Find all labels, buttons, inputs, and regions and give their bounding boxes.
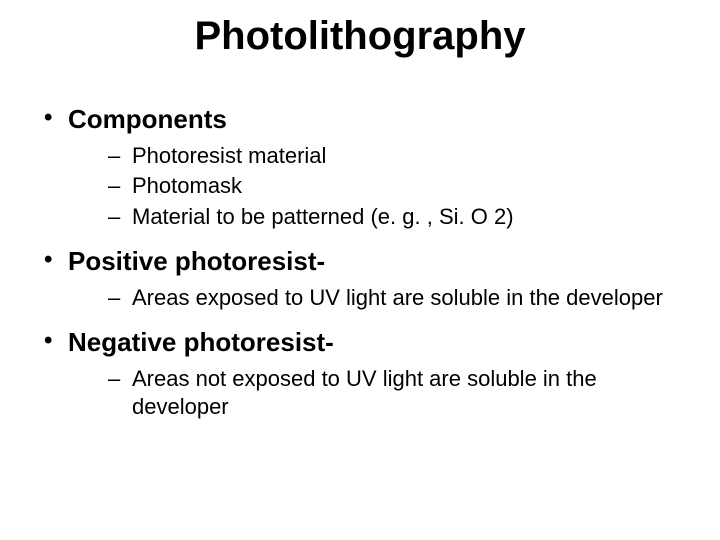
sub-bullet-item: Areas exposed to UV light are soluble in… <box>68 284 680 313</box>
bullet-item: Negative photoresist- Areas not exposed … <box>40 326 680 422</box>
bullet-list-level2: Areas exposed to UV light are soluble in… <box>68 284 680 313</box>
bullet-label: Negative photoresist- <box>68 327 334 357</box>
bullet-item: Positive photoresist- Areas exposed to U… <box>40 245 680 312</box>
bullet-item: Components Photoresist material Photomas… <box>40 103 680 231</box>
bullet-list-level2: Areas not exposed to UV light are solubl… <box>68 365 680 422</box>
sub-bullet-item: Areas not exposed to UV light are solubl… <box>68 365 680 422</box>
bullet-list-level2: Photoresist material Photomask Material … <box>68 142 680 232</box>
slide-body: Components Photoresist material Photomas… <box>0 69 720 422</box>
slide-title: Photolithography <box>0 0 720 69</box>
bullet-label: Positive photoresist- <box>68 246 325 276</box>
slide: Photolithography Components Photoresist … <box>0 0 720 540</box>
sub-bullet-item: Material to be patterned (e. g. , Si. O … <box>68 203 680 232</box>
bullet-label: Components <box>68 104 227 134</box>
sub-bullet-item: Photoresist material <box>68 142 680 171</box>
sub-bullet-item: Photomask <box>68 172 680 201</box>
bullet-list-level1: Components Photoresist material Photomas… <box>40 103 680 422</box>
